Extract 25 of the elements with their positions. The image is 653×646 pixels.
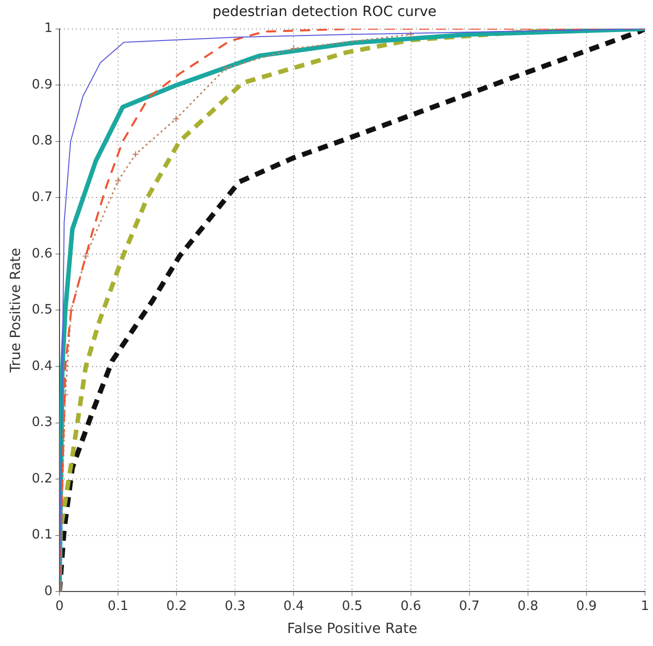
x-tick-label: 0.9 (576, 598, 597, 614)
y-axis-title: True Positive Rate (8, 248, 24, 374)
y-tick-label: 0.6 (32, 246, 52, 262)
y-tick-label: 0.7 (32, 190, 52, 206)
y-tick-label: 0.9 (32, 77, 52, 92)
x-tick-label: 0 (55, 598, 64, 614)
y-tick-label: 0.1 (32, 528, 52, 543)
x-tick-label: 0.7 (459, 598, 480, 614)
chart-title: pedestrian detection ROC curve (212, 4, 437, 20)
x-tick-label: 0.4 (283, 598, 304, 614)
y-tick-label: 0.4 (32, 358, 52, 374)
x-tick-label: 1 (640, 598, 650, 614)
x-tick-label: 0.3 (224, 598, 246, 614)
y-tick-label: 0.5 (32, 302, 52, 318)
y-tick-label: 0.2 (32, 471, 52, 486)
x-tick-label: 0.6 (400, 598, 422, 614)
x-tick-label: 0.2 (166, 598, 187, 614)
x-tick-label: 0.1 (108, 598, 128, 614)
x-tick-label: 0.5 (342, 598, 363, 614)
y-tick-label: 1 (44, 21, 52, 36)
y-tick-label: 0.3 (32, 415, 52, 430)
x-axis-title: False Positive Rate (287, 621, 418, 638)
y-tick-label: 0.8 (32, 134, 52, 149)
x-tick-label: 0.8 (518, 598, 538, 614)
y-tick-label: 0 (44, 584, 52, 599)
